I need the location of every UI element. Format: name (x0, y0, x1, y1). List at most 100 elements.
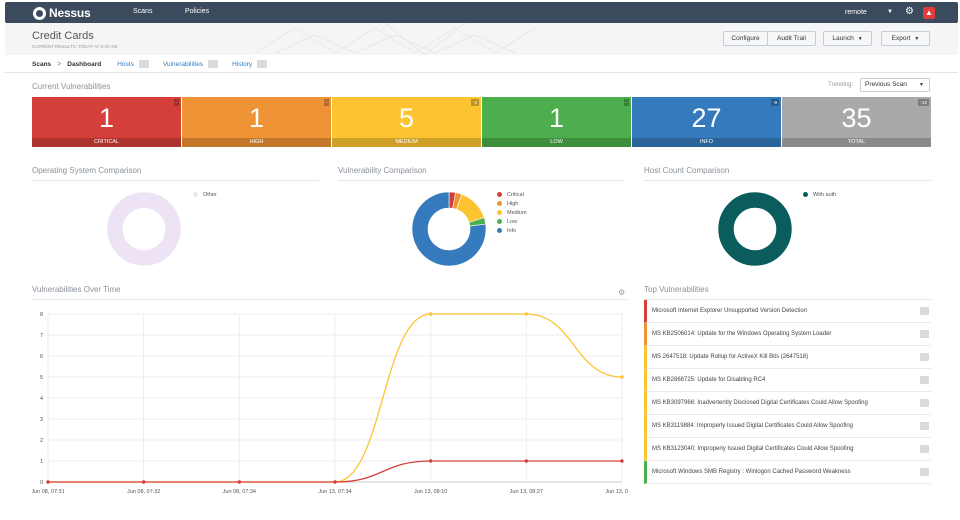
legend-item[interactable]: Medium (497, 208, 527, 217)
host-count-donut[interactable] (715, 189, 795, 269)
series-0-point[interactable] (524, 312, 529, 316)
top-vulnerability-row[interactable]: Microsoft Internet Explorer Unsupported … (644, 300, 931, 323)
x-tick-label: Jun 13, 08:10 (414, 489, 447, 495)
launch-button[interactable]: Launch ▼ (823, 31, 872, 46)
severity-tile-total[interactable]: 35 -12 TOTAL (782, 97, 931, 147)
tab-history[interactable]: History (232, 60, 253, 68)
tile-count: 27 (691, 103, 722, 133)
series-1-point[interactable] (428, 459, 433, 463)
page-title: Credit Cards (32, 30, 94, 42)
severity-tile-low[interactable]: 1 - LOW (482, 97, 631, 147)
top-vulnerabilities-divider (644, 299, 931, 300)
donut-slice-other[interactable] (106, 191, 182, 267)
vulnerability-count-badge (920, 399, 929, 407)
tile-count: 1 (248, 103, 265, 133)
tile-count: 1 (98, 103, 115, 133)
nav-policies[interactable]: Policies (185, 8, 210, 15)
tab-vulnerabilities[interactable]: Vulnerabilities (162, 60, 204, 68)
audit-trail-button[interactable]: Audit Trail (767, 31, 816, 46)
legend-item[interactable]: Critical (497, 190, 527, 199)
top-vulnerability-row[interactable]: MS KB2868725: Update for Disabling RC4 (644, 369, 931, 392)
os-comparison-divider (32, 180, 319, 181)
legend-item[interactable]: With auth (803, 190, 836, 199)
legend-item[interactable]: Info (497, 226, 527, 235)
y-tick-label: 3 (40, 417, 43, 423)
legend-item[interactable]: Other (193, 190, 217, 199)
x-tick-label: Jun 13, 08:40 (605, 489, 628, 495)
vulnerability-name: MS KB3123040: Improperly Issued Digital … (652, 446, 854, 452)
user-caret-icon[interactable]: ▼ (887, 9, 893, 15)
vulnerabilities-over-time-chart[interactable]: 0 1 2 3 4 5 6 7 8 Jun 08, 07:31 Jun 08, 07:32 Jun 0… (32, 300, 628, 500)
nessus-logo-icon (33, 6, 46, 20)
breadcrumb: Scans > Dashboard Hosts Vulnerabilities … (32, 60, 281, 68)
series-1-point[interactable] (524, 459, 529, 463)
legend-swatch (497, 210, 502, 215)
series-1-point[interactable] (333, 480, 337, 484)
legend-label: Info (507, 227, 517, 234)
vulnerability-count-badge (920, 422, 929, 430)
severity-tile-medium[interactable]: 5 -3 MEDIUM (332, 97, 481, 147)
export-label: Export (891, 35, 911, 42)
legend-item[interactable]: High (497, 199, 527, 208)
top-vulnerability-row[interactable]: MS KB2506014: Update for the Windows Ope… (644, 323, 931, 346)
series-1-point[interactable] (141, 480, 146, 484)
vulnerability-name: MS KB2868725: Update for Disabling RC4 (652, 377, 766, 383)
current-vulnerabilities-title: Current Vulnerabilities (32, 82, 111, 91)
tab-hosts[interactable]: Hosts (117, 60, 134, 68)
tile-delta-badge: - (323, 99, 329, 106)
x-tick-label: Jun 08, 07:31 (32, 489, 65, 495)
legend-swatch (497, 192, 502, 197)
host-count-divider (644, 180, 931, 181)
legend-item[interactable]: Low (497, 217, 527, 226)
page-subtitle: CURRENT RESULTS: TODAY AT 8:40 AM (32, 44, 118, 49)
series-1-point[interactable] (46, 480, 50, 484)
trending-select[interactable]: Previous Scan ▼ (860, 78, 930, 92)
vulnerability-name: Microsoft Internet Explorer Unsupported … (652, 308, 808, 314)
nessus-logo[interactable]: Nessus (33, 5, 91, 21)
legend-label: Other (203, 191, 217, 198)
breadcrumb-divider (5, 72, 958, 73)
donut-slice-info[interactable] (411, 191, 487, 267)
tile-label: CRITICAL (32, 138, 181, 147)
top-vulnerability-row[interactable]: MS 2647518: Update Rollup for ActiveX Ki… (644, 346, 931, 369)
os-comparison-donut[interactable] (104, 189, 184, 269)
y-tick-label: 2 (40, 438, 43, 444)
series-0-point[interactable] (428, 312, 433, 316)
chart-settings-gear-icon[interactable]: ⚙ (618, 288, 626, 297)
vuln-comparison-donut[interactable] (409, 189, 489, 269)
nav-scans[interactable]: Scans (133, 8, 153, 15)
launch-label: Launch (832, 35, 854, 42)
host-count-legend: With auth (803, 190, 836, 199)
top-vulnerabilities-title: Top Vulnerabilities (644, 285, 709, 294)
donut-slice-medium[interactable] (455, 193, 485, 223)
user-menu[interactable]: remote (845, 9, 867, 16)
top-vulnerability-row[interactable]: MS KB3119884: Improperly Issued Digital … (644, 415, 931, 438)
legend-swatch (803, 192, 808, 197)
trending-label: Trending: (828, 82, 854, 88)
vuln-comparison-title: Vulnerability Comparison (338, 166, 427, 175)
series-1-point[interactable] (237, 480, 242, 484)
top-vulnerability-row[interactable]: MS KB3123040: Improperly Issued Digital … (644, 438, 931, 461)
configure-button[interactable]: Configure (723, 31, 768, 46)
legend-swatch (193, 192, 198, 197)
tile-label: INFO (632, 138, 781, 147)
tile-delta-badge: -3 (470, 99, 479, 106)
trending-value: Previous Scan (865, 81, 907, 88)
severity-tile-high[interactable]: 1 - HIGH (182, 97, 331, 147)
severity-tile-critical[interactable]: 1 - CRITICAL (32, 97, 181, 147)
notification-bell-icon[interactable]: ▲ (923, 7, 935, 19)
vulnerability-count-badge (920, 330, 929, 338)
vulnerability-name: MS KB3119884: Improperly Issued Digital … (652, 423, 853, 429)
series-1-point[interactable] (620, 459, 624, 463)
settings-gear-icon[interactable]: ⚙ (905, 6, 914, 17)
tile-count: 1 (548, 103, 565, 133)
crumb-scans[interactable]: Scans (32, 60, 52, 68)
export-button[interactable]: Export ▼ (881, 31, 930, 46)
legend-swatch (497, 219, 502, 224)
top-vulnerability-row[interactable]: Microsoft Windows SMB Registry : Winlogo… (644, 461, 931, 484)
series-0-point[interactable] (620, 375, 624, 379)
donut-slice-with-auth[interactable] (717, 191, 793, 267)
severity-tile-info[interactable]: 27 -9 INFO (632, 97, 781, 147)
y-tick-label: 0 (40, 480, 43, 486)
top-vulnerability-row[interactable]: MS KB3097966: Inadvertently Disclosed Di… (644, 392, 931, 415)
